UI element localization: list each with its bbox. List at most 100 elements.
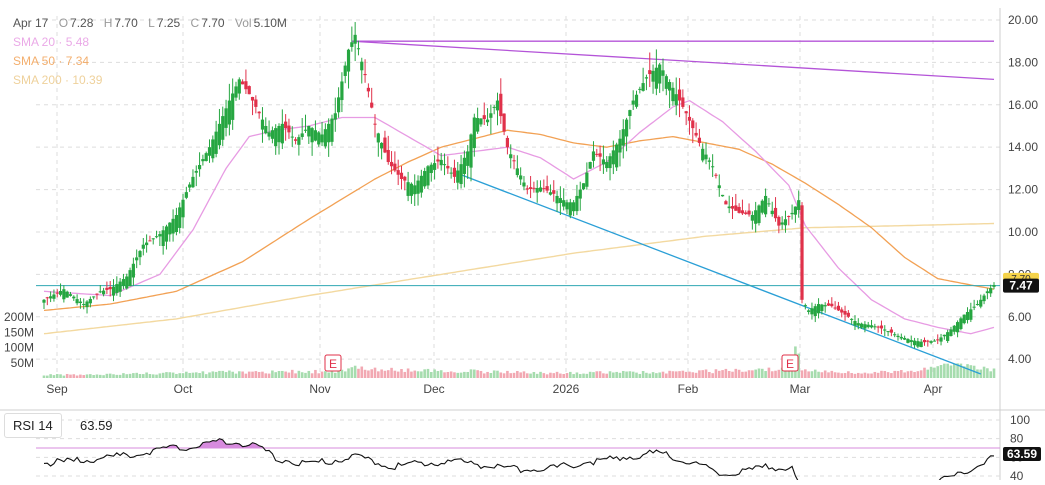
current-price-tag xyxy=(1003,278,1039,293)
candle-body xyxy=(313,130,318,141)
volume-bar xyxy=(69,374,72,378)
candle-body xyxy=(532,187,536,189)
volume-bar xyxy=(350,367,354,378)
volume-bar xyxy=(737,369,741,378)
volume-bar xyxy=(363,369,367,378)
volume-bar xyxy=(463,371,466,378)
candle-body xyxy=(101,290,106,295)
x-tick-label: 2026 xyxy=(553,382,580,396)
volume-bar xyxy=(658,372,661,378)
volume-bar xyxy=(532,372,536,378)
candle-body xyxy=(55,292,59,294)
candle-body xyxy=(386,149,390,163)
candle-body xyxy=(310,128,314,143)
candle-body xyxy=(770,210,774,215)
candle-body xyxy=(846,312,850,317)
candle-body xyxy=(578,189,582,199)
volume-bar xyxy=(496,370,499,378)
volume-bar xyxy=(158,373,162,378)
volume-bar xyxy=(777,369,781,378)
rsi-label[interactable]: RSI 14 xyxy=(4,413,62,438)
candle-body xyxy=(49,296,53,299)
candle-body xyxy=(432,163,437,170)
candle-body xyxy=(859,323,864,328)
volume-bar xyxy=(813,369,817,378)
volume-bar xyxy=(201,371,205,378)
legend-sma20[interactable]: SMA 20 · 5.48 xyxy=(13,35,90,49)
candle-body xyxy=(985,291,989,294)
volume-bar xyxy=(185,371,188,378)
current-price-label: 7.47 xyxy=(1009,279,1033,293)
legend-sma50[interactable]: SMA 50 · 7.34 xyxy=(13,54,90,68)
candle-body xyxy=(512,160,516,162)
candle-body xyxy=(171,218,175,234)
volume-bar xyxy=(456,372,460,378)
volume-bar xyxy=(569,371,572,378)
candle-body xyxy=(168,222,172,235)
candle-body xyxy=(52,294,56,299)
candle-body xyxy=(45,297,49,299)
volume-bar xyxy=(843,373,847,378)
volume-bar xyxy=(65,373,69,378)
candle-body xyxy=(303,129,308,131)
volume-bar xyxy=(982,366,986,378)
candle-body xyxy=(979,299,983,307)
volume-bar xyxy=(52,375,56,378)
volume-bar xyxy=(469,369,473,378)
candle-body xyxy=(436,159,440,162)
candle-body xyxy=(833,307,837,309)
candle-body xyxy=(780,222,784,225)
earnings-marker[interactable]: E xyxy=(324,354,342,372)
candle-body xyxy=(803,305,807,307)
volume-bar xyxy=(380,369,383,378)
volume-bar xyxy=(416,371,420,378)
candle-body xyxy=(588,162,592,169)
volume-bar xyxy=(870,373,873,378)
volume-bar xyxy=(254,371,258,378)
earnings-marker[interactable]: E xyxy=(781,354,799,372)
candle-body xyxy=(916,341,920,347)
volume-bar xyxy=(115,374,119,378)
candle-body xyxy=(462,157,466,174)
candle-body xyxy=(519,175,523,180)
candle-body xyxy=(621,129,625,146)
candle-body xyxy=(697,137,702,143)
candle-body xyxy=(68,294,73,296)
candle-body xyxy=(363,73,367,76)
rsi-tick-label: 40 xyxy=(1010,469,1024,480)
candle-body xyxy=(816,304,821,314)
candle-body xyxy=(247,86,251,95)
candle-body xyxy=(254,99,258,107)
volume-bar xyxy=(764,371,767,378)
volume-bar xyxy=(890,373,893,378)
candle-body xyxy=(476,118,480,132)
volume-bar xyxy=(714,369,718,378)
legend-sma200[interactable]: SMA 200 · 10.39 xyxy=(13,73,103,87)
candle-body xyxy=(370,102,374,108)
candle-body xyxy=(840,309,844,313)
volume-bar xyxy=(502,373,506,378)
volume-bar xyxy=(850,373,853,378)
volume-bar xyxy=(727,370,731,378)
volume-bar xyxy=(102,375,105,378)
candle-body xyxy=(800,205,804,300)
candle-body xyxy=(611,150,615,165)
candle-body xyxy=(396,170,400,175)
volume-bar xyxy=(324,371,327,378)
volume-bar xyxy=(827,372,830,378)
volume-bar xyxy=(833,372,837,378)
volume-bar xyxy=(128,373,132,378)
volume-bar xyxy=(804,369,807,378)
candle-body xyxy=(336,97,341,113)
candle-body xyxy=(734,205,738,211)
volume-bar xyxy=(367,370,370,378)
volume-bar xyxy=(317,373,321,378)
x-tick-label: Sep xyxy=(46,382,68,396)
candle-body xyxy=(879,325,884,329)
candle-body xyxy=(671,87,675,102)
volume-bar xyxy=(188,372,191,378)
candle-body xyxy=(773,207,778,219)
volume-bar xyxy=(959,363,963,378)
